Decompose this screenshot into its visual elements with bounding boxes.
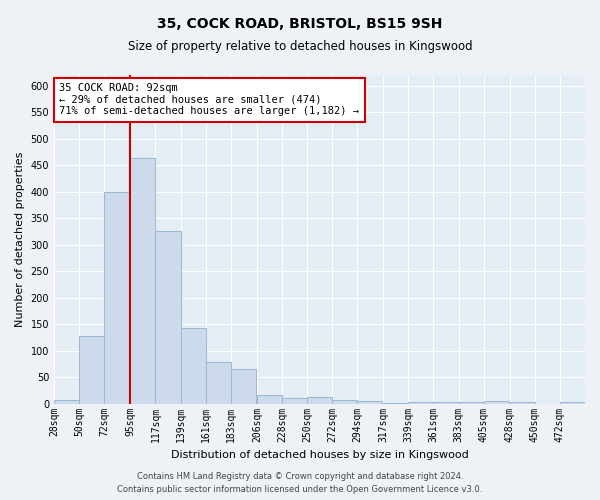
Text: Contains HM Land Registry data © Crown copyright and database right 2024.
Contai: Contains HM Land Registry data © Crown c… [118, 472, 482, 494]
Bar [257, 394, 282, 404]
Bar [510, 402, 535, 404]
Y-axis label: Number of detached properties: Number of detached properties [15, 152, 25, 327]
Bar [484, 401, 509, 404]
Text: 35, COCK ROAD, BRISTOL, BS15 9SH: 35, COCK ROAD, BRISTOL, BS15 9SH [157, 18, 443, 32]
Bar [458, 402, 484, 404]
Bar [206, 362, 230, 404]
Bar [155, 232, 181, 404]
Bar [357, 401, 382, 404]
Text: 35 COCK ROAD: 92sqm
← 29% of detached houses are smaller (474)
71% of semi-detac: 35 COCK ROAD: 92sqm ← 29% of detached ho… [59, 83, 359, 116]
Bar [130, 158, 155, 404]
Bar [383, 402, 409, 404]
Bar [104, 192, 129, 404]
Bar [332, 400, 357, 404]
Bar [181, 328, 206, 404]
Bar [54, 400, 79, 404]
Bar [560, 402, 585, 404]
Bar [307, 396, 332, 404]
Bar [282, 398, 307, 404]
Bar [433, 402, 458, 404]
Text: Size of property relative to detached houses in Kingswood: Size of property relative to detached ho… [128, 40, 472, 53]
Bar [409, 402, 433, 404]
Bar [230, 369, 256, 404]
X-axis label: Distribution of detached houses by size in Kingswood: Distribution of detached houses by size … [170, 450, 469, 460]
Bar [79, 336, 104, 404]
